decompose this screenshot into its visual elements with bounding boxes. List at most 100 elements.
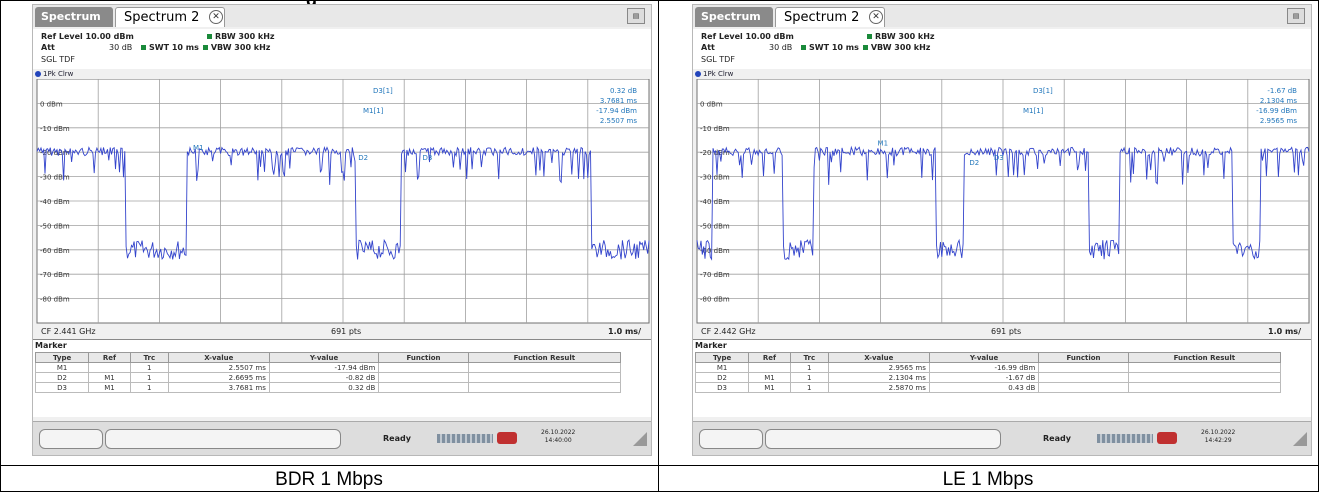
marker-tag-d3[interactable]: D3 (423, 154, 433, 162)
status-time: 14:42:29 (1204, 437, 1232, 444)
close-icon[interactable]: ✕ (869, 10, 883, 24)
marker-table: Type Ref Trc X-value Y-value Function Function… (34, 352, 622, 393)
rbw: RBW 300 kHz (875, 32, 935, 41)
status-box[interactable] (699, 429, 763, 449)
table-cell: M1 (748, 382, 791, 393)
caption-right: LE 1 Mbps (942, 469, 1034, 490)
resize-grip-icon[interactable] (633, 432, 647, 446)
y-tick-label: -80 dBm (40, 296, 70, 304)
instrument-logo-icon (497, 432, 517, 444)
y-tick-label: -60 dBm (40, 247, 70, 255)
table-row[interactable]: D3 M1 1 2.5870 ms 0.43 dB (694, 382, 1282, 393)
table-row[interactable]: D3 M1 1 3.7681 ms 0.32 dB (34, 382, 622, 393)
table-cell: 0.32 dB (268, 382, 380, 393)
marker-readout: D3[1] (373, 87, 393, 95)
column-header: Y-value (268, 352, 380, 363)
trigger-mode: SGL TDF (701, 55, 735, 64)
resize-grip-icon[interactable] (1293, 432, 1307, 446)
table-cell: 0.43 dB (928, 382, 1040, 393)
marker-readout: -16.99 dBm (1256, 107, 1297, 115)
table-cell (1038, 382, 1129, 393)
table-row[interactable]: D2 M1 1 2.6695 ms -0.82 dB (34, 372, 622, 383)
tab-spectrum[interactable]: Spectrum (35, 7, 113, 27)
tab-bar: Spectrum Spectrum 2 ✕ ▤ (693, 5, 1311, 27)
table-cell: 2.6695 ms (167, 372, 270, 383)
table-row[interactable]: D2 M1 1 2.1304 ms -1.67 dB (694, 372, 1282, 383)
marker-tag-d2[interactable]: D2 (969, 159, 979, 167)
table-cell: D3 (694, 382, 750, 393)
sweep-time: SWT 10 ms (149, 43, 199, 52)
message-box[interactable] (105, 429, 341, 449)
column-header: Function Result (467, 352, 622, 363)
marker-readout: 3.7681 ms (600, 97, 638, 105)
status-bar: Ready 26.10.2022 14:42:29 (693, 421, 1311, 455)
sweep-points: 691 pts (331, 327, 362, 336)
column-header: Function (378, 352, 469, 363)
close-icon[interactable]: ✕ (209, 10, 223, 24)
trigger-mode: SGL TDF (41, 55, 75, 64)
column-header: X-value (827, 352, 930, 363)
table-row[interactable]: M1 1 2.9565 ms -16.99 dBm (694, 362, 1282, 373)
table-cell: 2.9565 ms (827, 362, 930, 373)
table-row[interactable]: M1 1 2.5507 ms -17.94 dBm (34, 362, 622, 373)
spectrum-plot[interactable]: 0 dBm -10 dBm -20 dBm -30 dBm -40 dBm -50 dBm… (693, 79, 1312, 327)
table-cell (1038, 362, 1129, 373)
y-tick-label: -30 dBm (40, 174, 70, 182)
status-box[interactable] (39, 429, 103, 449)
table-cell: -0.82 dB (268, 372, 380, 383)
marker-table: Type Ref Trc X-value Y-value Function Function… (694, 352, 1282, 393)
time-per-division: 1.0 ms/ (608, 327, 641, 336)
table-cell (1127, 372, 1282, 383)
sweep-time: SWT 10 ms (809, 43, 859, 52)
marker-readout: 2.9565 ms (1260, 117, 1298, 125)
tab-bar: Spectrum Spectrum 2 ✕ ▤ (33, 5, 651, 27)
y-tick-label: -40 dBm (40, 198, 70, 206)
analyzer-screenshot-bdr: Spectrum Spectrum 2 ✕ ▤ Ref Level 10.00 … (32, 4, 652, 456)
table-divider-vertical (658, 0, 659, 492)
status-ready: Ready (1043, 434, 1071, 443)
instrument-logo-icon (1157, 432, 1177, 444)
status-date: 26.10.2022 (1201, 429, 1236, 436)
column-header: Type (34, 352, 90, 363)
center-frequency: CF 2.442 GHz (701, 327, 756, 336)
trace-line (36, 146, 650, 260)
table-cell: 1 (129, 362, 169, 373)
column-header: Y-value (928, 352, 1040, 363)
attenuation: 30 dB (109, 43, 133, 52)
analyzer-screenshot-le: Spectrum Spectrum 2 ✕ ▤ Ref Level 10.00 … (692, 4, 1312, 456)
tab-spectrum-2[interactable]: Spectrum 2 (775, 7, 885, 27)
table-cell: -17.94 dBm (268, 362, 380, 373)
table-cell (467, 362, 622, 373)
marker-tag-d2[interactable]: D2 (358, 154, 368, 162)
progress-bar (437, 434, 493, 443)
marker-tag-d3[interactable]: D3 (994, 154, 1004, 162)
column-header: Function (1038, 352, 1129, 363)
spectrum-plot[interactable]: 0 dBm -10 dBm -20 dBm -30 dBm -40 dBm -50 dBm… (33, 79, 652, 327)
display-config-icon[interactable]: ▤ (1287, 8, 1305, 24)
measurement-settings: Ref Level 10.00 dBm RBW 300 kHz Att 30 dB… (33, 29, 651, 69)
marker-readout: 2.1304 ms (1260, 97, 1298, 105)
table-cell: D2 (694, 372, 750, 383)
tab-spectrum-2[interactable]: Spectrum 2 (115, 7, 225, 27)
column-header: Ref (88, 352, 131, 363)
marker-tag-m1[interactable]: M1 (878, 139, 889, 147)
tab-spectrum[interactable]: Spectrum (695, 7, 773, 27)
table-cell: 1 (789, 382, 829, 393)
measurement-settings: Ref Level 10.00 dBm RBW 300 kHz Att 30 dB… (693, 29, 1311, 69)
table-cell: 1 (129, 382, 169, 393)
column-header: X-value (167, 352, 270, 363)
table-cell: 1 (789, 372, 829, 383)
table-cell (378, 362, 469, 373)
progress-bar (1097, 434, 1153, 443)
display-config-icon[interactable]: ▤ (627, 8, 645, 24)
column-header: Function Result (1127, 352, 1282, 363)
message-box[interactable] (765, 429, 1001, 449)
status-ready: Ready (383, 434, 411, 443)
marker-tag-m1[interactable]: M1 (193, 144, 204, 152)
marker-readout: 2.5507 ms (600, 117, 638, 125)
vbw: VBW 300 kHz (210, 43, 271, 52)
trace-label: 1Pk Clrw (695, 70, 733, 80)
ref-level: Ref Level 10.00 dBm (701, 32, 794, 41)
table-cell (467, 372, 622, 383)
y-tick-label: 0 dBm (700, 100, 723, 108)
